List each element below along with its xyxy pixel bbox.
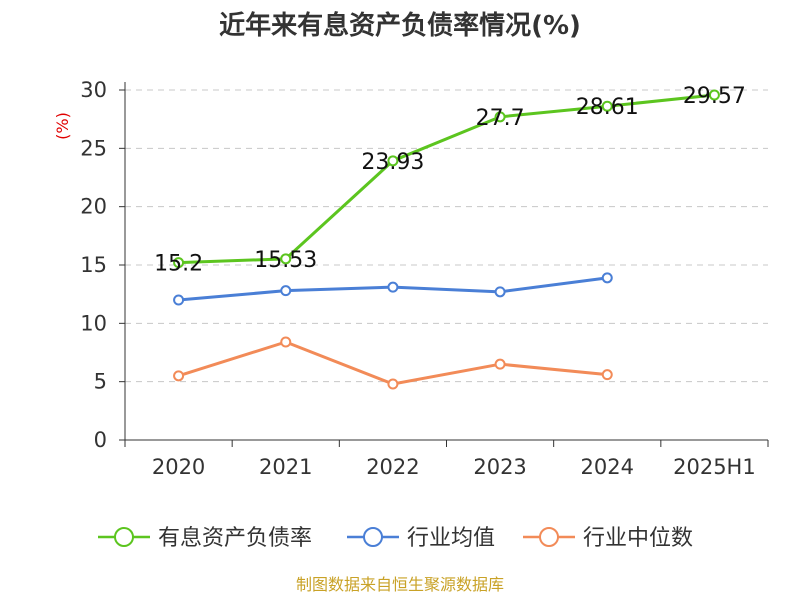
x-tick-label: 2021 bbox=[259, 455, 312, 479]
data-point bbox=[601, 369, 613, 381]
x-tick-label: 2023 bbox=[473, 455, 526, 479]
data-point bbox=[280, 253, 292, 265]
y-tick-label: 30 bbox=[80, 78, 107, 102]
data-point bbox=[387, 281, 399, 293]
axes: 0 5 10 15 20 25 30 2020 2021 2022 2023 2024 2025H1 bbox=[80, 78, 769, 479]
legend-label-3: 行业中位数 bbox=[583, 526, 693, 551]
grid-lines bbox=[125, 89, 768, 383]
data-labels: 15.2 15.53 23.93 27.7 28.61 29.57 bbox=[154, 84, 746, 277]
source-note: 制图数据来自恒生聚源数据库 bbox=[296, 575, 504, 594]
data-point bbox=[280, 336, 292, 348]
y-tick-label: 0 bbox=[94, 428, 107, 452]
chart-title: 近年来有息资产负债率情况(%) bbox=[219, 10, 581, 41]
series-line-3 bbox=[178, 340, 608, 386]
x-tick-label: 2025H1 bbox=[673, 455, 756, 479]
legend-marker-1 bbox=[114, 527, 134, 547]
legend-label-1: 有息资产负债率 bbox=[158, 526, 312, 551]
data-point bbox=[708, 89, 720, 101]
x-tick-label: 2022 bbox=[366, 455, 419, 479]
y-tick-label: 25 bbox=[80, 136, 107, 160]
x-tick-label: 2024 bbox=[581, 455, 634, 479]
data-label: 29.57 bbox=[683, 84, 746, 109]
series-layer bbox=[173, 89, 720, 390]
data-point bbox=[601, 272, 613, 284]
y-tick-label: 15 bbox=[80, 253, 107, 277]
data-label: 15.2 bbox=[154, 252, 203, 277]
legend: 有息资产负债率 行业均值 行业中位数 bbox=[98, 526, 693, 551]
legend-marker-3 bbox=[539, 527, 559, 547]
data-point bbox=[494, 111, 506, 123]
series-line-1 bbox=[178, 93, 715, 265]
data-point bbox=[173, 370, 185, 382]
data-point bbox=[494, 286, 506, 298]
y-tick-label: 10 bbox=[80, 311, 107, 335]
data-label: 15.53 bbox=[254, 248, 317, 273]
data-point bbox=[173, 294, 185, 306]
y-tick-label: 5 bbox=[94, 370, 107, 394]
y-tick-label: 20 bbox=[80, 195, 107, 219]
data-point bbox=[601, 100, 613, 112]
y-axis-label: (%) bbox=[53, 112, 72, 140]
data-point bbox=[387, 378, 399, 390]
data-point bbox=[494, 358, 506, 370]
data-point bbox=[173, 257, 185, 269]
data-label: 23.93 bbox=[361, 150, 424, 175]
legend-label-2: 行业均值 bbox=[407, 526, 495, 551]
x-tick-label: 2020 bbox=[152, 455, 205, 479]
data-point bbox=[280, 285, 292, 297]
data-label: 27.7 bbox=[476, 106, 525, 131]
legend-marker-2 bbox=[363, 527, 383, 547]
data-label: 28.61 bbox=[576, 95, 639, 120]
data-point bbox=[387, 155, 399, 167]
